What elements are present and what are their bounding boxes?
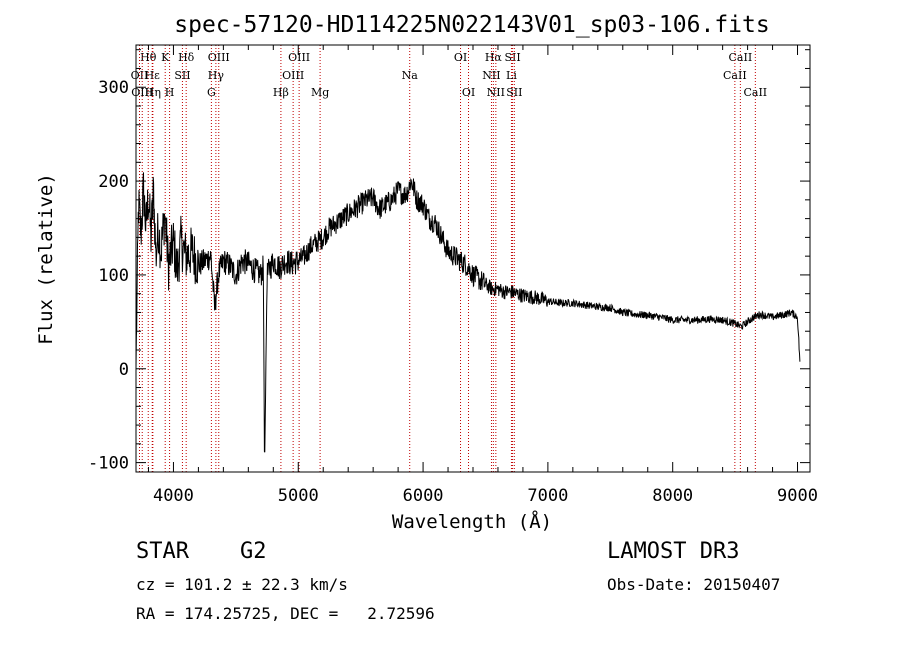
spectral-line-label: Hγ — [208, 69, 225, 82]
redshift-velocity: cz = 101.2 ± 22.3 km/s — [136, 575, 348, 594]
spectral-line-label: G — [207, 86, 216, 99]
spectral-line-label: Mg — [311, 86, 329, 99]
y-tick-label: 200 — [98, 172, 129, 192]
sky-coordinates: RA = 174.25725, DEC = 2.72596 — [136, 604, 435, 623]
x-tick-label: 6000 — [403, 486, 444, 506]
object-class: STAR — [136, 539, 189, 564]
spectral-line-label: OII — [131, 69, 149, 82]
spectral-line-label: SII — [504, 51, 520, 64]
survey-name: LAMOST DR3 — [607, 539, 740, 564]
series-layer — [135, 172, 801, 453]
chart-title: spec-57120-HD114225N022143V01_sp03-106.f… — [174, 12, 769, 38]
spectral-line-label: NII — [482, 69, 500, 82]
spectral-line-label: OIII — [288, 51, 310, 64]
spectral-line-label: OIII — [282, 69, 304, 82]
x-tick-label: 7000 — [527, 486, 568, 506]
plot-frame — [135, 44, 811, 473]
x-tick-label: 9000 — [777, 486, 818, 506]
spectral-line-label: OI — [454, 51, 467, 64]
spectral-line-label: NII — [487, 86, 505, 99]
spectral-line-label: Hα — [485, 51, 503, 64]
spectral-line-label: CaII — [743, 86, 767, 99]
spectral-line-label: CaII — [729, 51, 753, 64]
spectral-line-label: CaII — [723, 69, 747, 82]
spectrum-chart: spec-57120-HD114225N022143V01_sp03-106.f… — [35, 12, 818, 533]
spectral-line-label: OIII — [131, 86, 153, 99]
x-tick-label: 4000 — [153, 486, 194, 506]
spectral-line-label: Li — [506, 69, 517, 82]
spectral-line-label: SII — [174, 69, 190, 82]
axes: 4000 5000 6000 7000 8000 9000 -100 0 100 200 300 — [88, 45, 818, 506]
observation-date: Obs-Date: 20150407 — [607, 575, 781, 594]
x-axis-label: Wavelength (Å) — [392, 510, 552, 533]
spectral-line-label: Na — [402, 69, 419, 82]
spectral-line-label: Hβ — [273, 86, 289, 99]
x-tick-label: 5000 — [278, 486, 319, 506]
y-tick-label: -100 — [88, 454, 129, 474]
y-tick-label: 100 — [98, 266, 129, 286]
spectral-line-label: OIII — [208, 51, 230, 64]
spectrum-line — [135, 172, 801, 453]
y-axis-label: Flux (relative) — [35, 173, 57, 345]
spectral-line-label: Hη — [145, 86, 161, 99]
x-tick-label: 8000 — [652, 486, 693, 506]
spectral-line-label: H — [165, 86, 175, 99]
spectral-line-label: K — [161, 51, 170, 64]
spectral-line-label: Hδ — [178, 51, 195, 64]
spectral-line-label: SII — [506, 86, 522, 99]
y-tick-label: 0 — [119, 360, 129, 380]
spectral-line-label: OI — [462, 86, 475, 99]
object-subclass: G2 — [240, 539, 267, 564]
y-tick-label: 300 — [98, 78, 129, 98]
